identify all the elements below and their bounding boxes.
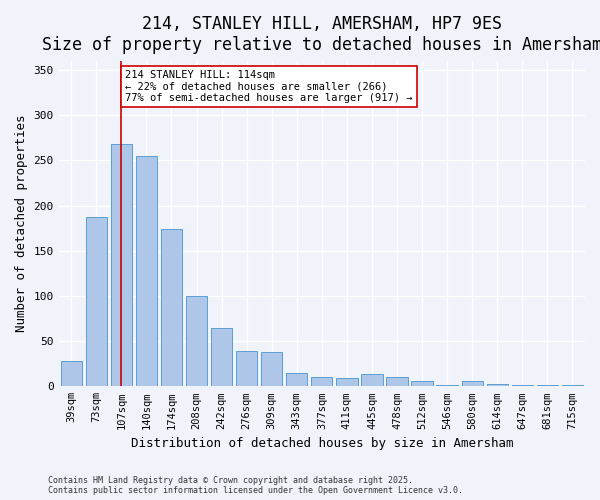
Bar xyxy=(386,378,407,386)
Text: 214 STANLEY HILL: 114sqm
← 22% of detached houses are smaller (266)
77% of semi-: 214 STANLEY HILL: 114sqm ← 22% of detach… xyxy=(125,70,413,103)
Y-axis label: Number of detached properties: Number of detached properties xyxy=(15,115,28,332)
Bar xyxy=(236,351,257,386)
Title: 214, STANLEY HILL, AMERSHAM, HP7 9ES
Size of property relative to detached house: 214, STANLEY HILL, AMERSHAM, HP7 9ES Siz… xyxy=(42,15,600,54)
Bar xyxy=(361,374,383,386)
Bar xyxy=(311,378,332,386)
Bar xyxy=(186,296,207,386)
Bar xyxy=(487,384,508,386)
Bar xyxy=(211,328,232,386)
X-axis label: Distribution of detached houses by size in Amersham: Distribution of detached houses by size … xyxy=(131,437,513,450)
Bar xyxy=(161,229,182,386)
Bar xyxy=(110,144,132,386)
Bar xyxy=(86,218,107,386)
Bar xyxy=(461,381,483,386)
Bar xyxy=(136,156,157,386)
Bar xyxy=(412,381,433,386)
Text: Contains HM Land Registry data © Crown copyright and database right 2025.
Contai: Contains HM Land Registry data © Crown c… xyxy=(48,476,463,495)
Bar xyxy=(261,352,283,386)
Bar xyxy=(61,361,82,386)
Bar xyxy=(336,378,358,386)
Bar xyxy=(286,372,307,386)
